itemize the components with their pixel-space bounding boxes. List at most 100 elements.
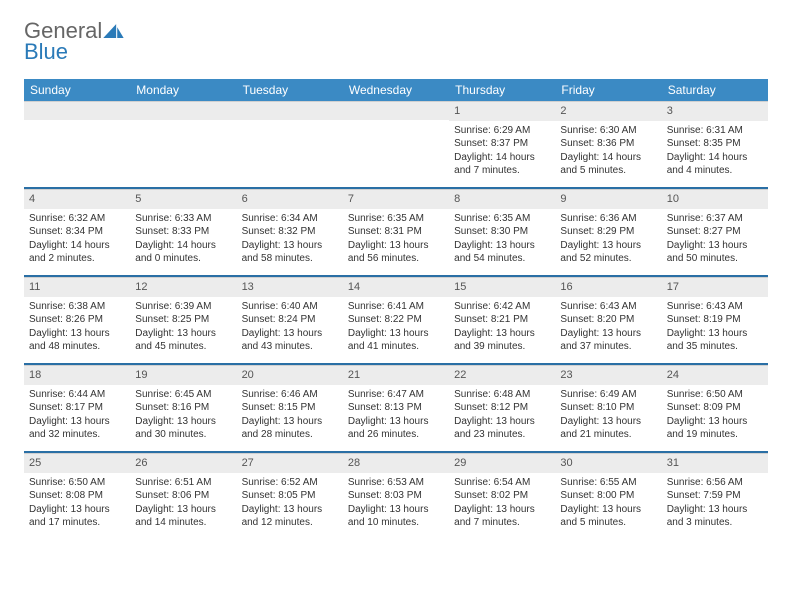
day-number: 14 <box>343 278 449 297</box>
day-number <box>130 102 236 120</box>
day-cell: 30Sunrise: 6:55 AMSunset: 8:00 PMDayligh… <box>555 453 661 539</box>
day-details: Sunrise: 6:56 AMSunset: 7:59 PMDaylight:… <box>662 473 768 534</box>
day-details: Sunrise: 6:32 AMSunset: 8:34 PMDaylight:… <box>24 209 130 270</box>
day-details: Sunrise: 6:53 AMSunset: 8:03 PMDaylight:… <box>343 473 449 534</box>
day-details: Sunrise: 6:51 AMSunset: 8:06 PMDaylight:… <box>130 473 236 534</box>
day-number: 24 <box>662 366 768 385</box>
day-number: 5 <box>130 190 236 209</box>
day-details: Sunrise: 6:30 AMSunset: 8:36 PMDaylight:… <box>555 121 661 182</box>
day-cell: 5Sunrise: 6:33 AMSunset: 8:33 PMDaylight… <box>130 189 236 275</box>
day-cell: 3Sunrise: 6:31 AMSunset: 8:35 PMDaylight… <box>662 101 768 187</box>
weekday-saturday: Saturday <box>662 79 768 101</box>
day-details: Sunrise: 6:45 AMSunset: 8:16 PMDaylight:… <box>130 385 236 446</box>
day-details: Sunrise: 6:41 AMSunset: 8:22 PMDaylight:… <box>343 297 449 358</box>
day-number: 28 <box>343 454 449 473</box>
day-details: Sunrise: 6:39 AMSunset: 8:25 PMDaylight:… <box>130 297 236 358</box>
day-cell: 26Sunrise: 6:51 AMSunset: 8:06 PMDayligh… <box>130 453 236 539</box>
day-details: Sunrise: 6:50 AMSunset: 8:08 PMDaylight:… <box>24 473 130 534</box>
day-number: 8 <box>449 190 555 209</box>
day-number: 19 <box>130 366 236 385</box>
calendar-grid: 1Sunrise: 6:29 AMSunset: 8:37 PMDaylight… <box>24 101 768 539</box>
calendar: SundayMondayTuesdayWednesdayThursdayFrid… <box>24 79 768 539</box>
weekday-thursday: Thursday <box>449 79 555 101</box>
weekday-sunday: Sunday <box>24 79 130 101</box>
day-cell: 10Sunrise: 6:37 AMSunset: 8:27 PMDayligh… <box>662 189 768 275</box>
day-details: Sunrise: 6:40 AMSunset: 8:24 PMDaylight:… <box>237 297 343 358</box>
day-cell: 22Sunrise: 6:48 AMSunset: 8:12 PMDayligh… <box>449 365 555 451</box>
day-details: Sunrise: 6:36 AMSunset: 8:29 PMDaylight:… <box>555 209 661 270</box>
day-details: Sunrise: 6:29 AMSunset: 8:37 PMDaylight:… <box>449 121 555 182</box>
day-number: 9 <box>555 190 661 209</box>
day-details: Sunrise: 6:38 AMSunset: 8:26 PMDaylight:… <box>24 297 130 358</box>
day-cell: 11Sunrise: 6:38 AMSunset: 8:26 PMDayligh… <box>24 277 130 363</box>
empty-cell <box>237 101 343 187</box>
day-details: Sunrise: 6:31 AMSunset: 8:35 PMDaylight:… <box>662 121 768 182</box>
day-details: Sunrise: 6:52 AMSunset: 8:05 PMDaylight:… <box>237 473 343 534</box>
day-details: Sunrise: 6:54 AMSunset: 8:02 PMDaylight:… <box>449 473 555 534</box>
day-number: 12 <box>130 278 236 297</box>
logo: GeneralBlue <box>24 18 125 65</box>
day-number: 1 <box>449 102 555 121</box>
day-details: Sunrise: 6:55 AMSunset: 8:00 PMDaylight:… <box>555 473 661 534</box>
day-details: Sunrise: 6:37 AMSunset: 8:27 PMDaylight:… <box>662 209 768 270</box>
day-details: Sunrise: 6:34 AMSunset: 8:32 PMDaylight:… <box>237 209 343 270</box>
day-number: 30 <box>555 454 661 473</box>
day-number: 3 <box>662 102 768 121</box>
day-details: Sunrise: 6:47 AMSunset: 8:13 PMDaylight:… <box>343 385 449 446</box>
weekday-tuesday: Tuesday <box>237 79 343 101</box>
day-cell: 23Sunrise: 6:49 AMSunset: 8:10 PMDayligh… <box>555 365 661 451</box>
day-number <box>237 102 343 120</box>
day-number: 17 <box>662 278 768 297</box>
day-details: Sunrise: 6:33 AMSunset: 8:33 PMDaylight:… <box>130 209 236 270</box>
day-cell: 4Sunrise: 6:32 AMSunset: 8:34 PMDaylight… <box>24 189 130 275</box>
day-number: 16 <box>555 278 661 297</box>
empty-cell <box>130 101 236 187</box>
day-number: 11 <box>24 278 130 297</box>
day-cell: 6Sunrise: 6:34 AMSunset: 8:32 PMDaylight… <box>237 189 343 275</box>
empty-cell <box>24 101 130 187</box>
logo-sail-icon <box>103 18 125 44</box>
day-number: 15 <box>449 278 555 297</box>
weekday-wednesday: Wednesday <box>343 79 449 101</box>
day-number: 27 <box>237 454 343 473</box>
day-details: Sunrise: 6:44 AMSunset: 8:17 PMDaylight:… <box>24 385 130 446</box>
day-cell: 16Sunrise: 6:43 AMSunset: 8:20 PMDayligh… <box>555 277 661 363</box>
day-cell: 18Sunrise: 6:44 AMSunset: 8:17 PMDayligh… <box>24 365 130 451</box>
weekday-monday: Monday <box>130 79 236 101</box>
header: GeneralBlue <box>24 18 768 65</box>
day-cell: 8Sunrise: 6:35 AMSunset: 8:30 PMDaylight… <box>449 189 555 275</box>
day-number: 26 <box>130 454 236 473</box>
day-cell: 28Sunrise: 6:53 AMSunset: 8:03 PMDayligh… <box>343 453 449 539</box>
day-cell: 15Sunrise: 6:42 AMSunset: 8:21 PMDayligh… <box>449 277 555 363</box>
day-number: 13 <box>237 278 343 297</box>
day-number: 25 <box>24 454 130 473</box>
day-cell: 24Sunrise: 6:50 AMSunset: 8:09 PMDayligh… <box>662 365 768 451</box>
calendar-page: GeneralBlue SundayMondayTuesdayWednesday… <box>0 0 792 549</box>
day-cell: 2Sunrise: 6:30 AMSunset: 8:36 PMDaylight… <box>555 101 661 187</box>
day-number: 31 <box>662 454 768 473</box>
weekday-friday: Friday <box>555 79 661 101</box>
day-cell: 9Sunrise: 6:36 AMSunset: 8:29 PMDaylight… <box>555 189 661 275</box>
day-details: Sunrise: 6:46 AMSunset: 8:15 PMDaylight:… <box>237 385 343 446</box>
day-number: 2 <box>555 102 661 121</box>
day-number: 22 <box>449 366 555 385</box>
day-cell: 19Sunrise: 6:45 AMSunset: 8:16 PMDayligh… <box>130 365 236 451</box>
day-details: Sunrise: 6:49 AMSunset: 8:10 PMDaylight:… <box>555 385 661 446</box>
day-cell: 17Sunrise: 6:43 AMSunset: 8:19 PMDayligh… <box>662 277 768 363</box>
day-cell: 27Sunrise: 6:52 AMSunset: 8:05 PMDayligh… <box>237 453 343 539</box>
day-cell: 12Sunrise: 6:39 AMSunset: 8:25 PMDayligh… <box>130 277 236 363</box>
day-number: 7 <box>343 190 449 209</box>
day-number: 18 <box>24 366 130 385</box>
day-details: Sunrise: 6:43 AMSunset: 8:20 PMDaylight:… <box>555 297 661 358</box>
day-details: Sunrise: 6:50 AMSunset: 8:09 PMDaylight:… <box>662 385 768 446</box>
day-cell: 25Sunrise: 6:50 AMSunset: 8:08 PMDayligh… <box>24 453 130 539</box>
day-details: Sunrise: 6:42 AMSunset: 8:21 PMDaylight:… <box>449 297 555 358</box>
day-details: Sunrise: 6:35 AMSunset: 8:30 PMDaylight:… <box>449 209 555 270</box>
day-cell: 21Sunrise: 6:47 AMSunset: 8:13 PMDayligh… <box>343 365 449 451</box>
day-number: 23 <box>555 366 661 385</box>
day-details: Sunrise: 6:35 AMSunset: 8:31 PMDaylight:… <box>343 209 449 270</box>
day-number: 29 <box>449 454 555 473</box>
day-number: 10 <box>662 190 768 209</box>
empty-cell <box>343 101 449 187</box>
day-number: 20 <box>237 366 343 385</box>
